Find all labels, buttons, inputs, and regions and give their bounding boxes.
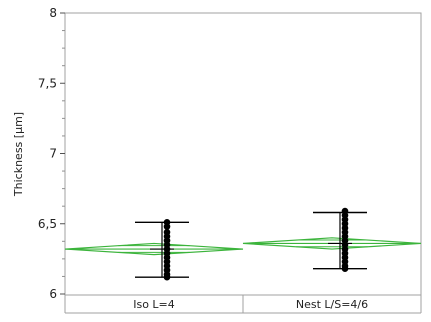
- category-label: Iso L=4: [133, 298, 175, 311]
- y-tick-label: 6: [49, 287, 57, 301]
- data-point: [164, 223, 171, 230]
- y-tick-label: 6,5: [38, 217, 57, 231]
- y-axis-title: Thickness [µm]: [12, 112, 25, 197]
- data-point: [342, 265, 349, 272]
- data-point: [164, 274, 171, 281]
- y-tick-label: 8: [49, 6, 57, 20]
- category-label: Nest L/S=4/6: [296, 298, 368, 311]
- y-tick-label: 7: [49, 147, 57, 161]
- y-tick-label: 7,5: [38, 76, 57, 90]
